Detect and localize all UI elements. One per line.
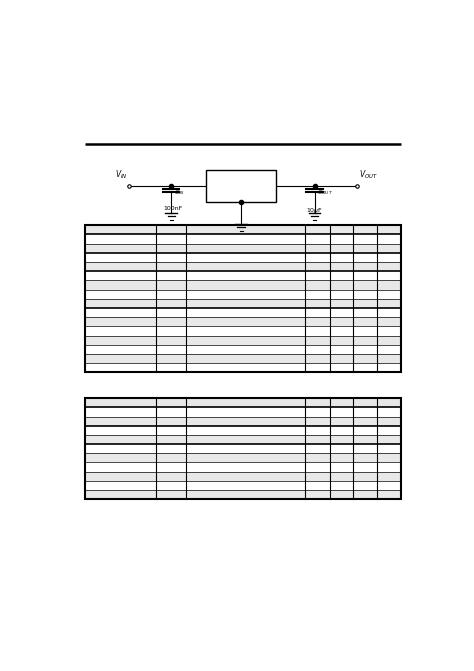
Bar bbox=[85, 472, 401, 480]
Bar bbox=[85, 453, 401, 462]
Text: $V_{IN}$: $V_{IN}$ bbox=[115, 168, 127, 180]
Text: 100nF: 100nF bbox=[163, 205, 182, 211]
Bar bbox=[85, 225, 401, 234]
Bar bbox=[206, 170, 276, 202]
Bar bbox=[85, 399, 401, 407]
Bar bbox=[85, 490, 401, 499]
Bar bbox=[85, 317, 401, 326]
Bar bbox=[85, 435, 401, 444]
Bar bbox=[85, 225, 401, 372]
Text: $V_{OUT}$: $V_{OUT}$ bbox=[359, 168, 378, 180]
Bar bbox=[85, 262, 401, 271]
Bar bbox=[85, 280, 401, 290]
Bar bbox=[85, 399, 401, 499]
Bar bbox=[85, 299, 401, 308]
Bar bbox=[85, 244, 401, 253]
Bar bbox=[85, 354, 401, 363]
Text: $C_{OUT}$: $C_{OUT}$ bbox=[318, 189, 334, 197]
Text: $C_{IN}$: $C_{IN}$ bbox=[174, 189, 185, 197]
Text: 10$\mu$F: 10$\mu$F bbox=[307, 205, 324, 215]
Bar bbox=[85, 336, 401, 345]
Bar bbox=[85, 417, 401, 425]
